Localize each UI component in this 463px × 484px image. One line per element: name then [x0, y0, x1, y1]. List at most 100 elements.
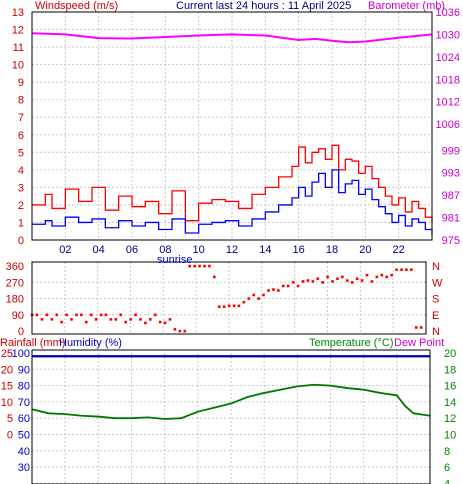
direction-plot — [30, 264, 423, 333]
direction-point — [158, 320, 162, 324]
wind-y-tick-label: 13 — [12, 7, 24, 19]
rainfall-label: Rainfall (mm) — [0, 337, 65, 349]
barometer-y-tick-label: 1018 — [436, 74, 460, 86]
wind-y-tick-label: 0 — [18, 235, 24, 247]
temperature-tick-label: 20 — [444, 348, 456, 360]
direction-point — [50, 318, 54, 321]
wind-y-tick-label: 5 — [18, 147, 24, 159]
humidity-tick-label: 70 — [18, 397, 30, 409]
rainfall-tick-label: 5 — [7, 413, 13, 425]
direction-point — [291, 281, 295, 284]
barometer-y-tick-label: 993 — [442, 168, 460, 180]
wind-x-tick-label: 04 — [93, 244, 105, 256]
direction-point — [321, 281, 324, 284]
direction-point — [129, 318, 132, 321]
temperature-tick-label: 10 — [444, 430, 456, 442]
direction-point — [109, 318, 113, 321]
direction-point — [311, 280, 315, 283]
direction-y-tick-label: 270 — [6, 277, 24, 289]
direction-point — [385, 275, 388, 279]
direction-point — [355, 277, 359, 281]
direction-point — [84, 320, 88, 324]
direction-point — [346, 279, 349, 282]
direction-point — [55, 313, 59, 317]
direction-point — [306, 279, 310, 282]
rainfall-tick-label: 10 — [1, 397, 13, 409]
direction-point — [188, 264, 191, 268]
temperature-tick-label: 8 — [444, 446, 450, 458]
direction-point — [183, 329, 187, 333]
temperature-label: Temperature (°C) — [309, 337, 393, 349]
wind-x-tick-label: 12 — [226, 244, 238, 256]
direction-point — [360, 279, 364, 282]
direction-point — [173, 327, 177, 331]
direction-point — [326, 275, 329, 279]
direction-point — [104, 313, 108, 317]
temperature-tick-label: 14 — [444, 397, 456, 409]
wind-x-tick-label: 02 — [59, 244, 71, 256]
direction-point — [213, 275, 216, 279]
wind-y-tick-label: 11 — [13, 42, 24, 54]
direction-point — [232, 304, 236, 308]
barometer-series-line — [31, 32, 433, 44]
direction-compass-label: E — [432, 310, 439, 322]
direction-point — [168, 318, 172, 321]
wind-y-tick-label: 2 — [18, 200, 24, 212]
direction-point — [153, 313, 157, 317]
wind-x-tick-label: 08 — [159, 244, 171, 256]
direction-point — [45, 313, 49, 317]
direction-point — [380, 273, 384, 277]
direction-point — [227, 304, 231, 308]
temp-panel-frame — [31, 349, 431, 484]
chart-title: Current last 24 hours : 11 April 2025 — [176, 0, 351, 12]
direction-point — [400, 268, 403, 272]
humidity-tick-label: 100 — [12, 348, 30, 360]
dewpoint-label: Dew Point — [394, 337, 444, 349]
direction-point — [163, 321, 167, 325]
temp-grid — [32, 353, 430, 484]
direction-compass-label: S — [432, 294, 439, 306]
direction-grid — [32, 262, 426, 334]
temperature-tick-label: 12 — [444, 413, 456, 425]
direction-point — [40, 318, 44, 321]
humidity-tick-label: 40 — [18, 446, 30, 458]
direction-point — [70, 318, 73, 321]
temp-plot — [31, 355, 431, 420]
humidity-tick-label: 80 — [18, 381, 30, 393]
direction-point — [114, 318, 118, 321]
direction-point — [370, 280, 374, 283]
direction-point — [267, 289, 270, 292]
barometer-y-tick-label: 999 — [442, 145, 460, 157]
barometer-y-tick-label: 1024 — [436, 52, 460, 64]
direction-point — [419, 326, 423, 329]
axes-labels: 0123456789101112139759819879939991006101… — [1, 7, 460, 484]
direction-point — [222, 305, 226, 309]
humidity-tick-label: 50 — [18, 430, 30, 442]
direction-panel-frame — [31, 261, 427, 335]
sunrise-label: sunrise — [157, 254, 192, 266]
direction-point — [134, 313, 137, 317]
direction-point — [60, 320, 63, 324]
direction-point — [281, 284, 285, 288]
wind-y-tick-label: 1 — [18, 217, 24, 229]
direction-point — [262, 293, 265, 297]
direction-point — [296, 284, 300, 288]
wind-y-tick-label: 7 — [18, 112, 24, 124]
humidity-tick-label: 90 — [18, 364, 30, 376]
barometer-y-tick-label: 987 — [442, 190, 460, 202]
direction-y-tick-label: 180 — [6, 294, 24, 306]
wind-panel-frame — [31, 11, 433, 241]
direction-point — [89, 313, 93, 317]
temperature-tick-label: 16 — [444, 381, 456, 393]
direction-point — [286, 284, 290, 288]
humidity-label: Humidity (%) — [59, 337, 122, 349]
direction-point — [94, 318, 98, 321]
wind-y-tick-label: 12 — [12, 25, 24, 37]
direction-point — [257, 297, 260, 300]
wind-x-tick-label: 20 — [359, 244, 371, 256]
temperature-tick-label: 4 — [444, 478, 450, 484]
wind-y-tick-label: 10 — [12, 60, 24, 72]
direction-point — [252, 293, 256, 297]
direction-point — [65, 313, 68, 317]
